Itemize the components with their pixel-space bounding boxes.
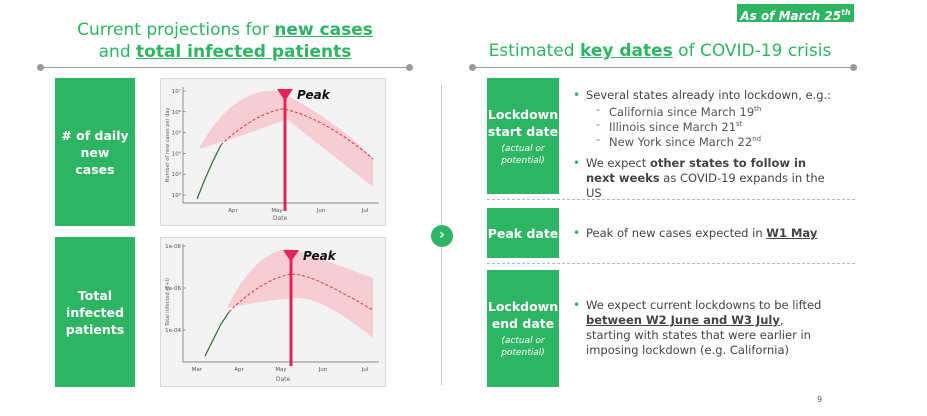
peak-date-bullet: • Peak of new cases expected in W1 May [573, 226, 818, 240]
chart2-median-projection [228, 273, 374, 313]
lockdown-end-box: Lockdown end date (actual or potential) [487, 270, 559, 387]
chart1-xtick-label: Jul [361, 208, 369, 214]
chart1-xtick-label: Jun [316, 208, 326, 214]
lockdown-start-bullet-1: • Several states already into lockdown, e… [573, 88, 832, 102]
chart1-ytick-label: 10⁶ [172, 109, 182, 116]
daily-new-cases-box: # of daily new cases [55, 78, 135, 226]
chart2-xtick-label: Jun [318, 367, 328, 373]
chart2-xtick-label: Mar [192, 367, 203, 373]
chart1-ytick-label: 10⁵ [172, 130, 181, 137]
chart1-median-projection [220, 108, 374, 160]
lockdown-start-box: Lockdown start date (actual or potential… [487, 78, 559, 194]
row-separator-2 [487, 263, 855, 264]
lockdown-start-bullet-2: • We expect other states to follow in nex… [573, 156, 825, 200]
lockdown-new-york: - New York since March 22nd [596, 132, 762, 149]
chart1-ytick-label: 10⁴ [172, 150, 182, 157]
row-separator-1 [487, 199, 855, 200]
chart2-observed-line [204, 311, 230, 357]
total-infected-chart: Peak Total infected (E+I) Date 1e-08 1e-0… [160, 237, 386, 387]
chart1-xtick-label: May [271, 208, 283, 214]
lockdown-illinois: - Illinois since March 21st [596, 117, 743, 134]
chart2-ytick-label: 1e-04 [165, 328, 181, 334]
daily-new-cases-chart-svg: Peak Number of new cases per day Date 10… [165, 87, 379, 222]
as-of-date-badge: As of March 25th [737, 4, 854, 23]
chart1-x-axis-label: Date [273, 215, 288, 222]
next-arrow-icon: › [431, 225, 453, 247]
daily-new-cases-chart: Peak Number of new cases per day Date 10… [160, 78, 386, 226]
chart2-y-axis-label: Total infected (E+I) [165, 278, 171, 327]
total-infected-chart-svg: Peak Total infected (E+I) Date 1e-08 1e-0… [165, 244, 379, 383]
right-title-divider [469, 64, 857, 71]
chart1-confidence-band [199, 90, 373, 187]
left-title-divider [37, 64, 413, 71]
chart1-peak-label: Peak [297, 88, 331, 102]
lockdown-end-bullet: • We expect current lockdowns to be lifte… [573, 298, 822, 357]
chart1-observed-line [196, 144, 222, 200]
right-section-title: Estimated key dates of COVID-19 crisis [488, 41, 832, 61]
chart1-ytick-label: 10⁷ [172, 88, 181, 95]
left-section-title: Current projections for new cases and to… [77, 20, 373, 62]
chart1-xtick-label: Apr [228, 208, 238, 214]
chart2-x-axis-label: Date [276, 376, 291, 383]
chart2-ytick-label: 1e-08 [165, 244, 181, 250]
total-infected-box: Total infected patients [55, 237, 135, 387]
lockdown-california: - California since March 19th [596, 102, 762, 119]
chart2-peak-label: Peak [303, 249, 337, 263]
chart2-xtick-label: Jul [361, 367, 369, 373]
chart2-xtick-label: May [275, 367, 287, 373]
chart1-y-axis-label: Number of new cases per day [165, 108, 171, 183]
chart2-confidence-band [227, 249, 373, 338]
chart2-ytick-label: 1e-06 [165, 286, 181, 292]
page-number: 9 [817, 395, 823, 404]
peak-date-box: Peak date [487, 208, 559, 258]
chart1-peak-marker [277, 89, 293, 101]
chart1-ytick-label: 10² [172, 192, 181, 199]
chart1-ytick-label: 10³ [172, 171, 181, 178]
chart2-peak-marker [283, 250, 299, 262]
chart2-xtick-label: Apr [234, 367, 244, 373]
